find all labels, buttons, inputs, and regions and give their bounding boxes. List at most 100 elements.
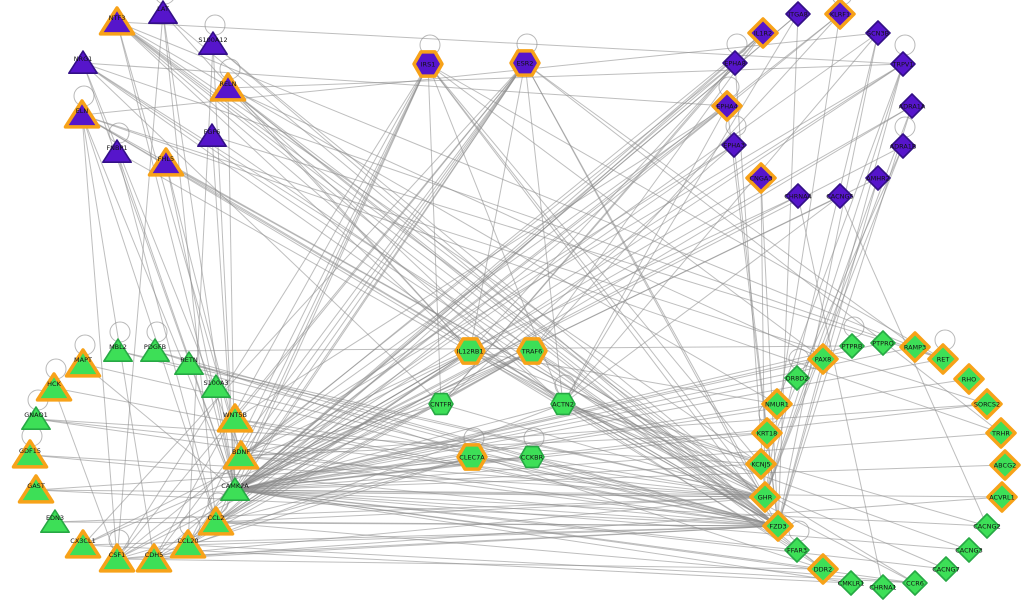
node-IRS1[interactable] — [412, 50, 444, 78]
edge-CAMK2A-SORCS2 — [234, 403, 988, 491]
node-RELN[interactable] — [209, 72, 247, 102]
edge-CAMK2A-CACNG7 — [234, 489, 947, 570]
node-CMKLR1[interactable] — [838, 570, 864, 596]
node-FGF6[interactable] — [197, 123, 227, 147]
edge-FGF6-FZD3 — [211, 135, 779, 527]
self-loop-S100A12 — [204, 14, 226, 36]
node-CACNG3[interactable] — [956, 537, 982, 563]
edge-EPHA4-BDNF — [240, 105, 728, 457]
node-TRHR[interactable] — [985, 417, 1017, 449]
nodes-layer — [11, 0, 1021, 600]
node-GNAO1[interactable] — [21, 406, 51, 431]
node-IL1R2[interactable] — [747, 17, 779, 49]
edge-RELN-PAX8 — [227, 87, 824, 360]
node-IL12RB1[interactable] — [454, 337, 486, 365]
edge-EPHA3-CAMK2A — [234, 144, 735, 491]
node-HCK[interactable] — [35, 372, 73, 402]
edge-SCN3B-CAMK2A — [234, 32, 879, 491]
node-FZD3[interactable] — [762, 510, 794, 542]
node-WNT5B[interactable] — [216, 403, 254, 433]
node-DDR2[interactable] — [807, 553, 839, 585]
node-CHRNA4[interactable] — [785, 183, 811, 209]
node-BDNF[interactable] — [222, 440, 260, 470]
edge-ESR2-CSF1 — [116, 62, 526, 560]
node-CCR6[interactable] — [902, 570, 928, 596]
node-ESR2[interactable] — [509, 49, 541, 77]
node-CCL20[interactable] — [169, 529, 207, 559]
node-EPHA8[interactable] — [722, 50, 748, 76]
node-SCN3B[interactable] — [865, 20, 891, 46]
self-loop-PTPRB — [843, 316, 865, 338]
node-LAT[interactable] — [148, 0, 178, 25]
self-loop-MBL2 — [109, 321, 131, 343]
node-KRT18[interactable] — [751, 417, 783, 449]
node-CACNG7[interactable] — [933, 556, 959, 582]
edge-SCN3B-ACTN2 — [562, 32, 879, 405]
node-NTF3[interactable] — [98, 6, 136, 36]
edge-MBL2-FZD3 — [117, 350, 779, 527]
node-ADRA1B[interactable] — [890, 133, 916, 159]
node-S100A12[interactable] — [198, 31, 228, 56]
node-CLEC7A[interactable] — [456, 443, 488, 471]
node-S100A3[interactable] — [201, 374, 231, 399]
node-ACVRL1[interactable] — [986, 481, 1018, 513]
node-PTPRO[interactable] — [870, 330, 896, 356]
node-KCNJ5[interactable] — [745, 448, 777, 480]
edge-IL12RB1-KCNJ5 — [469, 350, 762, 465]
edge-CAMK2A-ABCG2 — [234, 464, 1006, 491]
node-EPHA4[interactable] — [711, 90, 743, 122]
node-CAMK2A[interactable] — [220, 477, 250, 502]
node-CCKBR[interactable] — [519, 445, 545, 469]
node-ELN[interactable] — [63, 99, 101, 129]
node-CNGA3[interactable] — [745, 162, 777, 194]
node-ACTN2[interactable] — [550, 392, 576, 416]
node-RET[interactable] — [927, 343, 959, 375]
node-CNTFR[interactable] — [428, 392, 454, 416]
node-FHL5[interactable] — [147, 147, 185, 177]
node-NMUR1[interactable] — [761, 388, 793, 420]
edge-CNTFR-CAMK2A — [234, 403, 442, 491]
node-GDF15[interactable] — [11, 439, 49, 469]
node-GAST[interactable] — [17, 474, 55, 504]
node-RETN[interactable] — [174, 351, 204, 376]
node-RHO[interactable] — [953, 363, 985, 395]
edge-EPHA8-BDNF — [240, 62, 736, 457]
node-CSF1[interactable] — [98, 543, 136, 573]
node-MBL2[interactable] — [103, 338, 133, 363]
edge-TRPV1-CAMK2A — [234, 63, 904, 491]
edge-IRS1-PAX8 — [427, 63, 824, 360]
node-CHRNA1[interactable] — [870, 574, 896, 600]
node-TRAF6[interactable] — [516, 337, 548, 365]
node-ABCG2[interactable] — [989, 449, 1021, 481]
node-RAMP3[interactable] — [899, 331, 931, 363]
node-ADRA1A[interactable] — [899, 93, 925, 119]
edge-ACTN2-GHR — [562, 403, 766, 498]
node-KLRF1[interactable] — [824, 0, 856, 30]
edge-ADRA1A-CCL2 — [215, 105, 913, 523]
node-CACNG2[interactable] — [974, 513, 1000, 539]
edge-BDNF-KRT18 — [240, 432, 768, 457]
node-PDGFB[interactable] — [140, 338, 170, 363]
node-FNBP1[interactable] — [102, 139, 132, 163]
node-EDN3[interactable] — [40, 509, 70, 534]
node-OR8D2[interactable] — [784, 365, 810, 391]
node-FFAR3[interactable] — [784, 537, 810, 563]
node-CACNG5[interactable] — [827, 183, 853, 209]
node-AMHR2[interactable] — [865, 165, 891, 191]
node-PAX8[interactable] — [807, 343, 839, 375]
node-GHR[interactable] — [749, 481, 781, 513]
edge-CSF1-HCK — [53, 387, 118, 560]
node-MAPT[interactable] — [64, 348, 102, 378]
node-CDH5[interactable] — [135, 543, 173, 573]
node-EPHA3[interactable] — [721, 132, 747, 158]
node-NRG1[interactable] — [68, 50, 98, 74]
edge-CAMK2A-CACNG2 — [234, 489, 988, 527]
node-CX3CL1[interactable] — [64, 529, 102, 559]
node-PTPRB[interactable] — [839, 333, 865, 359]
node-ITGA8[interactable] — [785, 1, 811, 27]
node-SORCS2[interactable] — [971, 388, 1003, 420]
node-CCL2[interactable] — [197, 506, 235, 536]
node-TRPV1[interactable] — [890, 51, 916, 77]
edge-RELN-ACTN2 — [227, 87, 564, 405]
